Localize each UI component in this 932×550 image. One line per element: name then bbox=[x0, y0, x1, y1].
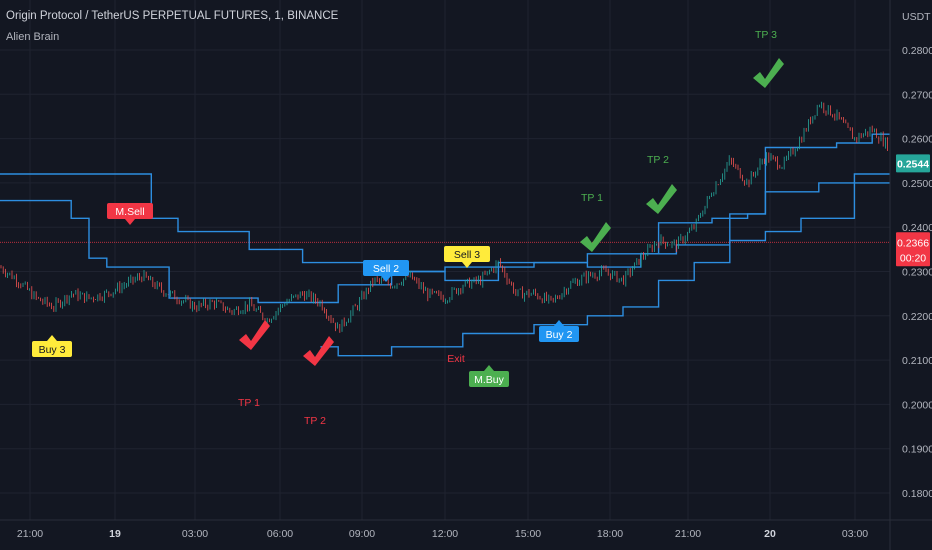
buy2-label[interactable]: Buy 2 bbox=[539, 320, 579, 342]
price-tick-label: 0.1800 bbox=[902, 488, 932, 500]
indicator-line bbox=[320, 182, 890, 357]
price-tick-label: 0.2000 bbox=[902, 399, 932, 411]
sell2-label[interactable]: Sell 2 bbox=[363, 260, 409, 282]
m-sell-label-arrow bbox=[125, 219, 135, 225]
buy3-label-text: Buy 3 bbox=[39, 344, 66, 356]
price-tick-label: 0.2700 bbox=[902, 89, 932, 101]
time-tick-label: 15:00 bbox=[515, 528, 541, 540]
exit-text: Exit bbox=[447, 353, 465, 365]
time-tick-label: 03:00 bbox=[842, 528, 868, 540]
indicator-line bbox=[0, 173, 890, 304]
red-check-tp1-icon bbox=[239, 320, 270, 350]
buy2-label-box bbox=[539, 326, 579, 342]
red-check-tp2-icon bbox=[303, 336, 334, 366]
time-tick-label: 18:00 bbox=[597, 528, 623, 540]
tp1-red-text: TP 1 bbox=[238, 397, 260, 409]
green-check-tp1-icon bbox=[580, 222, 611, 252]
indicator-name[interactable]: Alien Brain bbox=[6, 31, 60, 43]
indicator-title-row: Alien Brain bbox=[6, 31, 59, 43]
candles bbox=[0, 101, 888, 333]
sell3-label-text: Sell 3 bbox=[454, 249, 480, 261]
m-sell-label-text: M.Sell bbox=[115, 206, 144, 218]
price-tick-label: 0.1900 bbox=[902, 444, 932, 456]
price-tick-label: 0.2100 bbox=[902, 355, 932, 367]
time-tick-label: 12:00 bbox=[432, 528, 458, 540]
tp3-green-text: TP 3 bbox=[755, 29, 777, 41]
sell2-label-arrow bbox=[381, 276, 391, 282]
sell2-label-box bbox=[363, 260, 409, 276]
last-price-value: 0.2544 bbox=[897, 158, 929, 170]
time-tick-label: 09:00 bbox=[349, 528, 375, 540]
m-sell-label-box bbox=[107, 203, 153, 219]
time-tick-label: 21:00 bbox=[675, 528, 701, 540]
chart-header: Origin Protocol / TetherUS PERPETUAL FUT… bbox=[6, 10, 338, 22]
sell3-label-arrow bbox=[462, 262, 472, 268]
m-buy-label-box bbox=[469, 371, 509, 387]
price-tags: 0.2544 0.2366 00:20 bbox=[896, 154, 930, 267]
buy3-label-arrow bbox=[47, 335, 57, 341]
m-buy-label-text: M.Buy bbox=[474, 374, 505, 386]
m-buy-label[interactable]: M.Buy bbox=[469, 365, 509, 387]
tp2-green-text: TP 2 bbox=[647, 154, 669, 166]
countdown-value: 00:20 bbox=[900, 252, 926, 264]
ref-price-value: 0.2366 bbox=[897, 237, 929, 249]
price-tick-label: 0.2600 bbox=[902, 134, 932, 146]
price-axis[interactable]: USDT 0.2800 0.2700 0.2600 0.2500 0.2400 0.2300… bbox=[889, 0, 932, 550]
tp1-green-text: TP 1 bbox=[581, 192, 603, 204]
buy2-label-arrow bbox=[554, 320, 564, 326]
currency-label: USDT bbox=[902, 11, 931, 23]
indicator-lines bbox=[0, 133, 890, 357]
time-tick-label: 19 bbox=[109, 528, 121, 540]
price-tick-label: 0.2400 bbox=[902, 222, 932, 234]
green-check-tp2-icon bbox=[646, 184, 677, 214]
price-tick-label: 0.2800 bbox=[902, 45, 932, 57]
last-price-tag bbox=[896, 154, 930, 173]
m-buy-label-arrow bbox=[484, 365, 494, 371]
price-tick-label: 0.2200 bbox=[902, 311, 932, 323]
m-sell-label[interactable]: M.Sell bbox=[107, 203, 153, 225]
grid bbox=[0, 0, 890, 520]
time-tick-label: 06:00 bbox=[267, 528, 293, 540]
time-axis[interactable]: 21:00 19 03:00 06:00 09:00 12:00 15:00 18:00 21:… bbox=[0, 519, 932, 540]
buy3-label-box bbox=[32, 341, 72, 357]
time-tick-label: 20 bbox=[764, 528, 776, 540]
price-tick-label: 0.2300 bbox=[902, 267, 932, 279]
time-tick-label: 21:00 bbox=[17, 528, 43, 540]
tp2-red-text: TP 2 bbox=[304, 415, 326, 427]
sell2-label-text: Sell 2 bbox=[373, 263, 399, 275]
sell3-label[interactable]: Sell 3 bbox=[444, 246, 490, 268]
price-tick-label: 0.2500 bbox=[902, 178, 932, 190]
ref-price-tag bbox=[896, 232, 930, 267]
buy3-label[interactable]: Buy 3 bbox=[32, 335, 72, 357]
signal-markers: Buy 3 M.Sell Sell 2 Sell 3 Buy 2 M.Buy Exit TP … bbox=[32, 29, 784, 427]
buy2-label-text: Buy 2 bbox=[546, 329, 573, 341]
sell3-label-box bbox=[444, 246, 490, 262]
green-check-tp3-icon bbox=[753, 58, 784, 88]
symbol-title[interactable]: Origin Protocol / TetherUS PERPETUAL FUT… bbox=[6, 10, 339, 22]
time-tick-label: 03:00 bbox=[182, 528, 208, 540]
